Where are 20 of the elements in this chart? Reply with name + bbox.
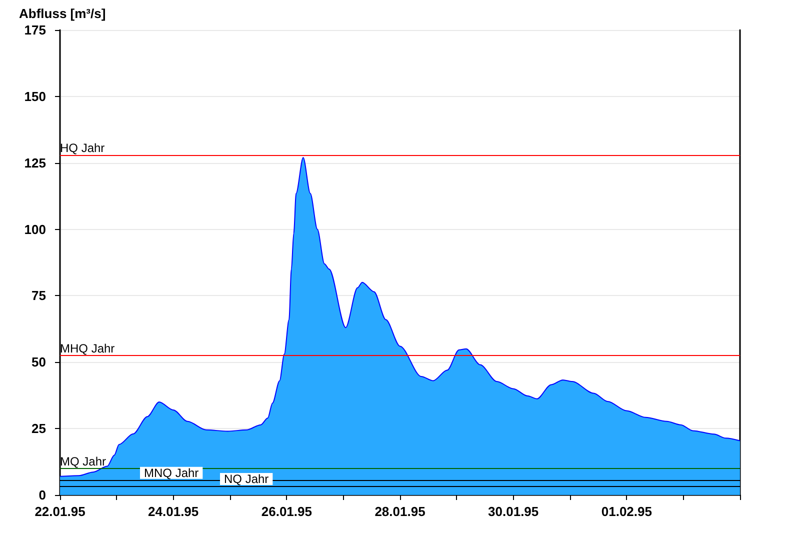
y-tick-label: 0 xyxy=(38,488,46,502)
y-tick-label: 75 xyxy=(32,288,46,304)
x-tick-label: 01.02.95 xyxy=(601,504,652,519)
ref-line-label: MQ Jahr xyxy=(60,454,106,468)
x-tick-label: 30.01.95 xyxy=(488,504,539,519)
x-tick-label: 24.01.95 xyxy=(148,504,199,519)
y-tick-label: 25 xyxy=(32,421,46,436)
x-tick-label: 26.01.95 xyxy=(261,504,312,519)
y-tick-label: 125 xyxy=(24,155,46,170)
ref-line-label: MHQ Jahr xyxy=(60,342,115,356)
ref-line-label: NQ Jahr xyxy=(224,472,269,486)
y-axis-title: Abfluss [m³/s] xyxy=(19,6,106,21)
y-tick-label: 150 xyxy=(24,88,46,104)
y-tick-label: 50 xyxy=(32,354,46,370)
ref-line-label: MNQ Jahr xyxy=(144,466,199,480)
y-tick-label: 175 xyxy=(24,22,46,38)
x-tick-label: 28.01.95 xyxy=(374,504,426,519)
y-tick-label: 100 xyxy=(24,222,46,237)
ref-line-label: HQ Jahr xyxy=(60,140,105,155)
x-tick-label: 22.01.95 xyxy=(34,504,86,519)
